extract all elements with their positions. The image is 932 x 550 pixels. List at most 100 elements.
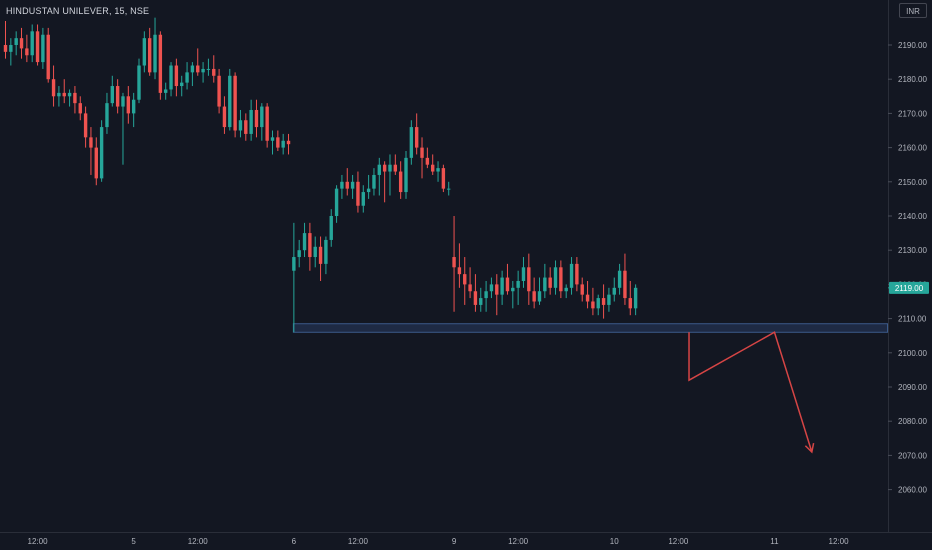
candle-body	[276, 137, 280, 148]
y-tick-label: 2160.00	[898, 144, 927, 153]
candle-body	[617, 270, 622, 288]
y-tick-label: 2180.00	[898, 75, 927, 84]
candle-body	[607, 294, 611, 305]
candle-body	[596, 298, 600, 309]
candle-body	[73, 92, 77, 104]
candle-body	[548, 277, 552, 288]
candle-body	[147, 38, 152, 73]
candle-body	[254, 109, 259, 128]
candle-body	[244, 120, 248, 134]
y-tick-label: 2060.00	[898, 486, 927, 495]
candle-body	[142, 38, 147, 66]
candle-body	[164, 89, 168, 93]
candle-body	[196, 65, 200, 73]
candle-body	[414, 127, 419, 148]
candle-body	[281, 140, 285, 148]
candle-body	[313, 246, 317, 258]
candle-body	[585, 294, 590, 302]
candle-body	[30, 31, 34, 56]
y-tick-label: 2170.00	[898, 109, 927, 118]
last-price-label: 2119.00	[895, 284, 924, 293]
candle-body	[19, 38, 24, 49]
candle-body	[340, 181, 344, 189]
candle-body	[521, 267, 526, 281]
candle-body	[25, 48, 29, 56]
y-tick-label: 2190.00	[898, 41, 927, 50]
candle-body	[441, 168, 446, 189]
candle-body	[260, 106, 264, 128]
candle-body	[575, 263, 579, 285]
candle-body	[479, 298, 483, 305]
candle-body	[447, 188, 451, 190]
support-zone[interactable]	[292, 323, 888, 333]
candle-body	[559, 267, 563, 292]
x-tick-label: 6	[292, 537, 297, 546]
candle-body	[495, 284, 499, 295]
candle-body	[398, 171, 403, 193]
candle-body	[516, 280, 520, 288]
candle-body	[623, 270, 627, 299]
candle-body	[137, 65, 141, 100]
y-tick-label: 2090.00	[898, 383, 927, 392]
candle-body	[404, 157, 408, 193]
candle-body	[393, 164, 398, 172]
candle-body	[612, 287, 616, 295]
candle-body	[222, 106, 227, 128]
candle-body	[324, 239, 328, 264]
candle-body	[249, 109, 253, 134]
candle-body	[505, 277, 510, 292]
candle-body	[436, 168, 440, 172]
candle-body	[180, 82, 184, 87]
candle-body	[83, 113, 88, 138]
projection-arrowhead	[804, 443, 815, 454]
candle-body	[41, 34, 45, 63]
candle-body	[105, 103, 109, 128]
x-tick-label: 12:00	[508, 537, 529, 546]
candle-body	[185, 72, 189, 83]
candle-body	[420, 147, 424, 158]
candle-body	[201, 68, 205, 73]
candle-body	[409, 127, 414, 158]
candle-body	[94, 147, 98, 179]
candle-body	[115, 86, 120, 107]
x-tick-label: 12:00	[348, 537, 369, 546]
candle-body	[206, 68, 211, 70]
x-tick-label: 11	[770, 537, 779, 546]
currency-selector[interactable]: INR	[899, 3, 927, 18]
candle-body	[110, 86, 114, 104]
y-tick-label: 2140.00	[898, 212, 927, 221]
x-tick-label: 10	[610, 537, 619, 546]
candle-body	[153, 34, 157, 73]
candle-body	[217, 75, 221, 107]
candle-body	[212, 68, 216, 76]
candle-body	[14, 38, 18, 45]
last-price-badge	[889, 281, 929, 294]
candle-body	[569, 263, 574, 288]
candle-body	[228, 75, 232, 128]
candle-body	[463, 274, 467, 285]
candle-body	[35, 31, 40, 63]
y-tick-label: 2130.00	[898, 246, 927, 255]
candle-body	[372, 174, 376, 189]
y-tick-label: 2080.00	[898, 417, 927, 426]
candle-body	[564, 287, 568, 292]
candle-body	[57, 92, 61, 97]
candle-body	[302, 233, 307, 251]
candle-body	[67, 92, 72, 97]
x-tick-label: 9	[452, 537, 457, 546]
projection-path[interactable]	[688, 331, 813, 453]
candle-body	[628, 298, 632, 309]
candle-body	[484, 291, 488, 299]
y-tick-label: 2110.00	[898, 315, 927, 324]
candle-body	[169, 65, 173, 90]
candle-body	[62, 92, 66, 97]
candle-body	[388, 164, 392, 172]
x-tick-label: 12:00	[188, 537, 209, 546]
candle-body	[366, 188, 371, 193]
candle-body	[270, 137, 275, 141]
candle-body	[543, 277, 547, 292]
candle-body	[601, 298, 606, 305]
candle-body	[532, 291, 536, 302]
candle-body	[238, 120, 243, 131]
